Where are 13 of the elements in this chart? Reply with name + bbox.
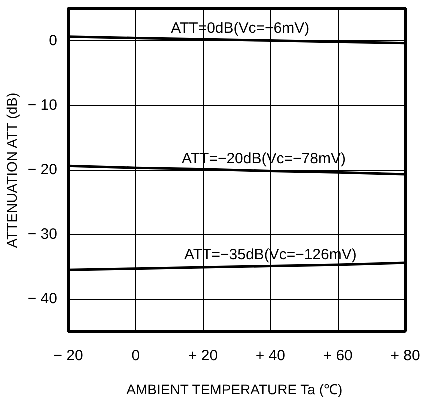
y-tick-label: − 10 <box>28 96 58 114</box>
y-tick-label: − 30 <box>28 226 58 244</box>
x-tick-label: + 40 <box>256 348 286 364</box>
x-tick-label: + 20 <box>188 348 218 364</box>
y-tick-label: − 20 <box>28 162 58 178</box>
x-tick-label: − 20 <box>54 348 84 364</box>
y-tick-label: 0 <box>49 32 58 50</box>
x-tick-label: + 60 <box>323 348 353 364</box>
x-tick-label: + 80 <box>390 348 420 364</box>
x-axis-title: AMBIENT TEMPERATURE Ta (℃) <box>126 382 343 398</box>
x-tick-label: 0 <box>132 348 140 364</box>
y-tick-label: − 40 <box>28 290 58 308</box>
y-axis-title: ATTENUATION ATT (dB) <box>4 92 20 248</box>
